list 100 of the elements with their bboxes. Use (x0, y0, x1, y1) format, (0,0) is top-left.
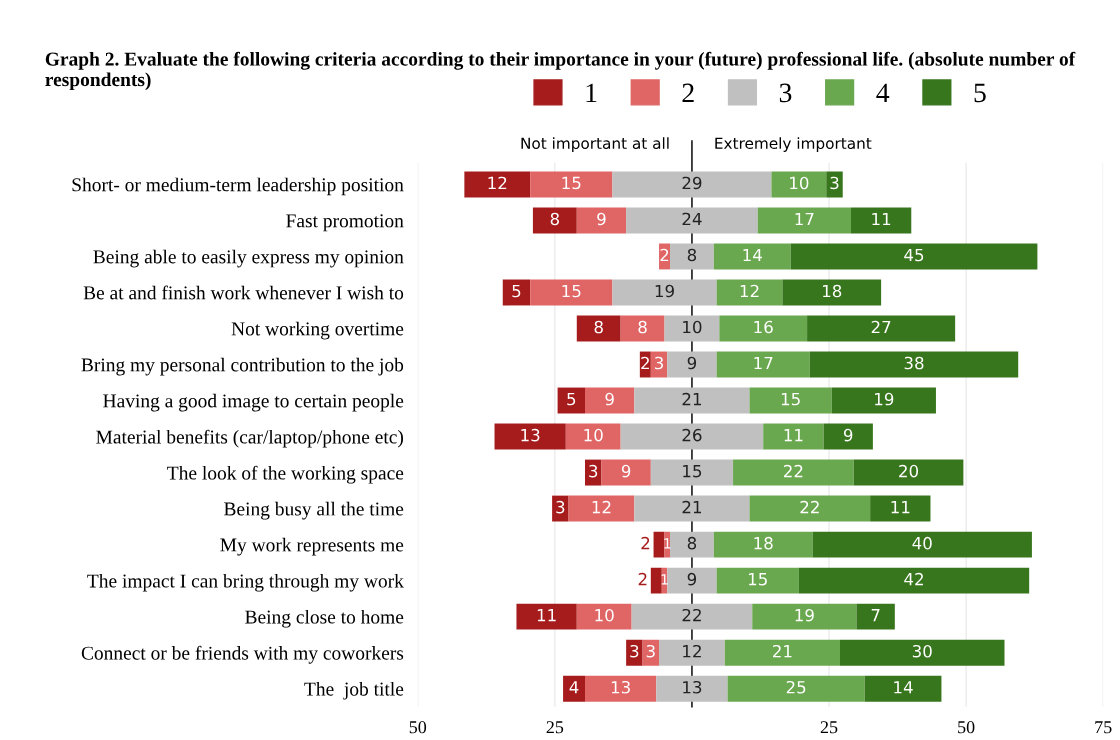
data-label: 9 (605, 392, 614, 406)
data-label: 3 (830, 176, 839, 190)
bar (626, 639, 643, 666)
bar (853, 459, 964, 486)
legend-label: 5 (974, 83, 986, 103)
bar (650, 459, 734, 486)
data-label: 5 (512, 284, 521, 298)
data-label: 22 (682, 608, 701, 622)
data-label: 25 (786, 680, 806, 694)
data-label: 26 (682, 428, 702, 442)
y-tick-label: Material benefits (car/laptop/phone etc) (96, 429, 404, 448)
bar (716, 351, 810, 378)
legend-label: 3 (779, 83, 792, 103)
legend-label: 2 (682, 83, 694, 102)
bar (856, 603, 895, 630)
bar (831, 387, 936, 414)
bar (807, 315, 956, 342)
data-label: 19 (875, 392, 894, 406)
bar (809, 351, 1019, 378)
data-label: 11 (872, 212, 891, 226)
legend-label: 4 (876, 83, 890, 102)
y-tick-label: The look of the working space (167, 465, 404, 484)
data-label: 3 (589, 464, 598, 478)
data-label: 11 (784, 429, 803, 442)
data-label: 45 (904, 248, 924, 262)
data-label: 17 (795, 212, 814, 226)
data-label: 13 (521, 428, 540, 442)
bar (713, 243, 791, 270)
data-label: 2 (660, 248, 669, 262)
y-tick-label: My work represents me (220, 537, 404, 556)
data-label: 10 (683, 320, 702, 334)
bar (565, 423, 621, 450)
bar (812, 531, 1032, 558)
bar (864, 675, 942, 702)
text: Not important at all (521, 137, 669, 152)
y-tick-label: The impact I can bring through my work (87, 573, 404, 592)
bar (850, 207, 912, 234)
data-label: 21 (682, 392, 701, 406)
data-label: 30 (912, 644, 932, 658)
data-label: 22 (800, 500, 819, 514)
data-label: 20 (899, 464, 919, 478)
bar (749, 387, 832, 414)
bar (530, 171, 613, 198)
bar (568, 495, 635, 522)
bar (733, 459, 854, 486)
bar (656, 675, 728, 702)
data-label: 18 (754, 536, 773, 550)
bar (532, 207, 577, 234)
x-tick-label: 25 (546, 721, 564, 734)
data-label: 3 (556, 500, 565, 514)
data-label: 17 (754, 356, 773, 370)
bar (716, 567, 799, 594)
data-label: 21 (773, 644, 792, 658)
data-label: 9 (621, 464, 631, 478)
bar (620, 315, 665, 342)
data-label: 15 (562, 284, 581, 298)
data-label: 10 (584, 428, 603, 442)
x-tick-label: 75 (1095, 721, 1112, 734)
bar (530, 279, 613, 306)
data-label: 12 (488, 176, 507, 190)
data-label: 9 (843, 428, 853, 442)
bar (719, 315, 808, 342)
data-label: 27 (871, 320, 891, 334)
data-label: 15 (562, 176, 581, 190)
bar (839, 639, 1005, 666)
bar (494, 423, 566, 450)
bar (516, 603, 577, 630)
bar (585, 387, 635, 414)
text: Extremely important (715, 137, 872, 152)
data-label: 13 (611, 680, 630, 694)
data-label: 12 (683, 644, 701, 658)
bar (752, 603, 857, 630)
data-label: 22 (784, 464, 803, 478)
bar (464, 171, 531, 198)
bar (634, 495, 750, 522)
bar (716, 279, 783, 306)
data-label: 29 (682, 176, 702, 190)
data-label: 10 (595, 608, 614, 622)
bar (552, 495, 569, 522)
data-label: 11 (537, 609, 556, 622)
data-label: 7 (871, 609, 880, 622)
bar (659, 639, 725, 666)
y-tick-label: Bring my personal contribution to the job (81, 357, 404, 376)
data-label: 11 (891, 501, 910, 514)
data-label: 5 (567, 392, 576, 406)
data-label: 9 (687, 356, 697, 370)
y-tick-label: The job title (304, 681, 404, 700)
y-tick-label: Connect or be friends with my coworkers (81, 645, 404, 664)
data-label: 8 (687, 248, 697, 262)
bar (782, 279, 882, 306)
bar (667, 567, 717, 594)
bar (790, 243, 1038, 270)
x-tick-label: 50 (409, 721, 427, 734)
y-tick-label: Being busy all the time (224, 501, 404, 520)
data-label: 38 (904, 356, 924, 370)
bar (670, 243, 714, 270)
bar (585, 675, 657, 702)
bar (612, 279, 717, 306)
x-tick-label: 25 (820, 721, 838, 734)
bar (670, 531, 714, 558)
